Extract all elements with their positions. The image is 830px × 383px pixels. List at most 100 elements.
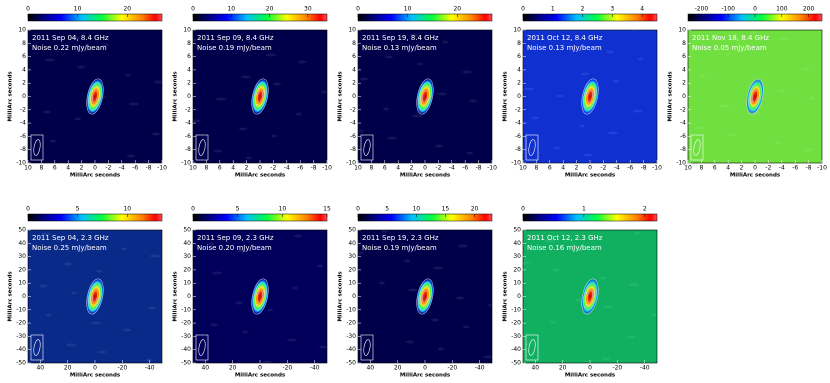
- y-tick-label: -30: [181, 333, 191, 340]
- noise: [77, 65, 85, 69]
- contour: [255, 86, 265, 107]
- x-tick-label: 0: [423, 165, 427, 172]
- x-tick-label: 20: [559, 365, 567, 372]
- y-axis-label: MilliArc seconds: [8, 271, 14, 322]
- colorbar-tick-label: 4: [640, 6, 644, 13]
- x-tick-label: -2: [600, 165, 606, 172]
- y-tick-label: -2: [515, 106, 521, 113]
- contour: [586, 290, 594, 303]
- colorbar-tick-label: 2: [581, 6, 585, 13]
- y-tick-label: -8: [350, 146, 356, 153]
- noise: [98, 350, 106, 354]
- noise: [775, 141, 781, 145]
- y-tick-label: 30: [183, 253, 191, 260]
- contour: [256, 90, 264, 103]
- noise: [262, 360, 272, 363]
- x-tick-label: -2: [435, 165, 441, 172]
- colorbar-tick-label: 1: [551, 6, 555, 13]
- source: [416, 78, 434, 115]
- x-tick-label: 2: [575, 165, 579, 172]
- beam-box: [525, 134, 539, 161]
- colorbar-tick-label: 0: [26, 6, 30, 13]
- x-tick-label: 10: [684, 165, 692, 172]
- noise: [523, 261, 530, 265]
- noise: [267, 308, 273, 312]
- noise: [720, 104, 730, 108]
- colorbar: [27, 13, 163, 22]
- colorbar-tick-label: -200: [695, 6, 709, 13]
- noise: [210, 323, 218, 327]
- y-tick-label: -8: [185, 146, 191, 153]
- noise: [410, 33, 418, 37]
- x-axis-label: MilliArc seconds: [565, 373, 616, 379]
- image: [358, 30, 492, 163]
- x-tick-label: -40: [310, 365, 320, 372]
- noise: [66, 343, 76, 347]
- noise: [102, 43, 110, 47]
- noise: [71, 291, 77, 295]
- source: [86, 78, 104, 115]
- annotation: 2011 Sep 04, 8.4 GHz: [32, 34, 109, 42]
- noise: [75, 117, 81, 121]
- colorbar-tick-label: 15: [442, 206, 450, 213]
- contour: [416, 78, 434, 115]
- noise: [381, 230, 389, 233]
- noise: [241, 75, 251, 79]
- y-tick-label: -50: [181, 360, 191, 367]
- y-tick-label: -20: [511, 320, 521, 327]
- colorbar-tick-label: 2: [643, 206, 647, 213]
- noise: [273, 82, 281, 86]
- noise: [438, 347, 444, 351]
- noise: [246, 156, 252, 160]
- noise: [298, 60, 306, 64]
- y-tick-label: -4: [350, 120, 356, 127]
- noise: [294, 234, 302, 238]
- y-tick-label: 6: [352, 53, 356, 60]
- y-tick-label: -6: [185, 133, 191, 140]
- y-tick-label: 4: [352, 66, 356, 73]
- noise: [634, 231, 640, 235]
- contour: [746, 78, 764, 115]
- x-tick-label: -10: [652, 165, 662, 172]
- contour: [421, 290, 429, 303]
- x-tick-label: 40: [36, 365, 44, 372]
- noise: [602, 357, 610, 361]
- y-tick-label: 0: [187, 293, 191, 300]
- beam: [693, 139, 701, 156]
- x-tick-label: 8: [534, 165, 538, 172]
- beam-box: [360, 134, 374, 161]
- y-tick-label: 10: [18, 27, 26, 34]
- noise: [545, 239, 555, 243]
- beam: [528, 139, 536, 156]
- colorbar-tick-label: 0: [521, 206, 525, 213]
- x-tick-label: 6: [383, 165, 387, 172]
- noise: [28, 30, 31, 32]
- y-tick-label: 2: [352, 80, 356, 87]
- y-tick-label: -6: [680, 133, 686, 140]
- noise: [552, 268, 560, 272]
- annotation: 2011 Oct 12, 2.3 GHz: [527, 234, 603, 242]
- y-tick-label: 8: [682, 40, 686, 47]
- contour: [585, 86, 595, 107]
- noise: [404, 259, 410, 263]
- noise: [579, 124, 585, 128]
- y-tick-label: -2: [20, 106, 26, 113]
- beam-box: [525, 334, 539, 361]
- x-tick-label: -8: [806, 165, 812, 172]
- contour: [91, 290, 99, 303]
- colorbar-tick-label: 0: [356, 6, 360, 13]
- y-tick-label: 20: [348, 266, 356, 273]
- noise: [456, 296, 464, 300]
- noise: [463, 325, 469, 329]
- y-tick-label: 30: [18, 253, 26, 260]
- x-tick-label: 2: [245, 165, 249, 172]
- colorbar: [192, 13, 328, 22]
- y-tick-label: 8: [352, 40, 356, 47]
- y-axis-label: MilliArc seconds: [338, 271, 344, 322]
- y-tick-label: 50: [18, 227, 26, 234]
- noise: [431, 318, 439, 322]
- beam-box: [195, 334, 209, 361]
- noise: [583, 153, 593, 157]
